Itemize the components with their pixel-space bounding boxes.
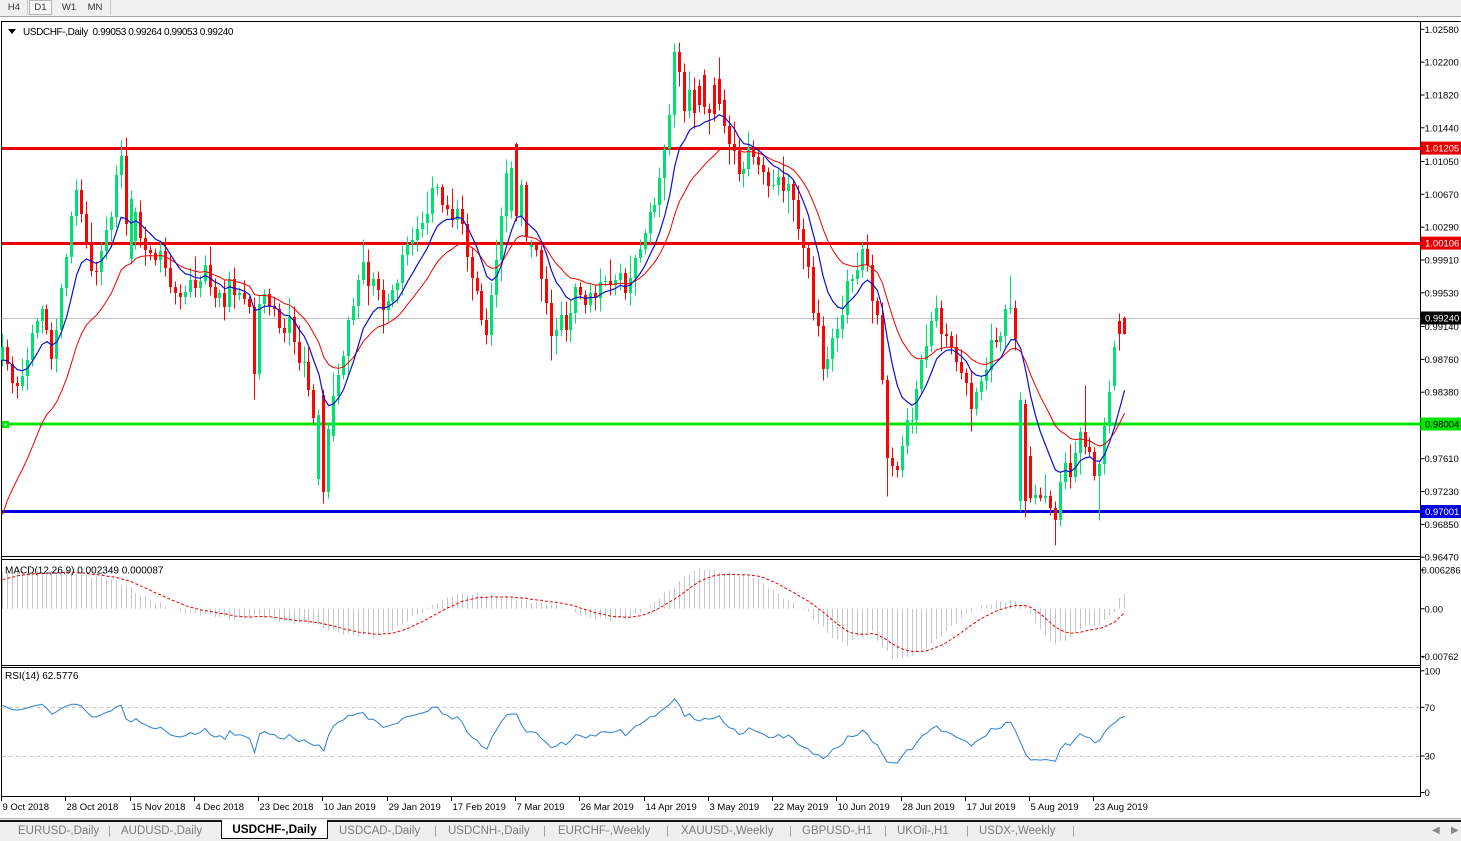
- svg-text:17 Jul 2019: 17 Jul 2019: [967, 802, 1016, 813]
- svg-text:0: 0: [1425, 788, 1430, 799]
- svg-text:22 May 2019: 22 May 2019: [774, 802, 829, 813]
- svg-text:1.00106: 1.00106: [1425, 239, 1459, 250]
- svg-text:1.01050: 1.01050: [1425, 157, 1459, 168]
- svg-text:7 Mar 2019: 7 Mar 2019: [517, 802, 565, 813]
- svg-text:3 May 2019: 3 May 2019: [710, 802, 760, 813]
- svg-text:26 Mar 2019: 26 Mar 2019: [581, 802, 634, 813]
- svg-text:29 Jan 2019: 29 Jan 2019: [389, 802, 441, 813]
- svg-text:1.00670: 1.00670: [1425, 190, 1459, 201]
- svg-text:0.98380: 0.98380: [1425, 388, 1459, 399]
- svg-text:USDCHF-,Daily 0.99053 0.99264: USDCHF-,Daily 0.99053 0.99264 0.99053 0.…: [23, 27, 234, 38]
- svg-text:23 Aug 2019: 23 Aug 2019: [1095, 802, 1148, 813]
- svg-text:0.006286: 0.006286: [1422, 565, 1461, 576]
- svg-text:100: 100: [1425, 666, 1441, 677]
- svg-text:1.01205: 1.01205: [1425, 144, 1459, 155]
- svg-text:0.96470: 0.96470: [1425, 553, 1459, 564]
- svg-text:28 Jun 2019: 28 Jun 2019: [903, 802, 955, 813]
- svg-text:0.97610: 0.97610: [1425, 454, 1459, 465]
- svg-text:1.02200: 1.02200: [1425, 58, 1459, 69]
- svg-text:14 Apr 2019: 14 Apr 2019: [646, 802, 697, 813]
- svg-text:10 Jun 2019: 10 Jun 2019: [838, 802, 890, 813]
- svg-text:4 Dec 2018: 4 Dec 2018: [196, 802, 245, 813]
- svg-text:1.00290: 1.00290: [1425, 223, 1459, 234]
- svg-text:0.00: 0.00: [1425, 604, 1444, 615]
- svg-text:0.99140: 0.99140: [1425, 322, 1459, 333]
- svg-text:0.97001: 0.97001: [1425, 507, 1459, 518]
- svg-text:30: 30: [1425, 752, 1436, 763]
- svg-text:10 Jan 2019: 10 Jan 2019: [324, 802, 376, 813]
- svg-text:15 Nov 2018: 15 Nov 2018: [132, 802, 186, 813]
- svg-text:0.99240: 0.99240: [1425, 314, 1459, 325]
- svg-text:0.99530: 0.99530: [1425, 288, 1459, 299]
- svg-text:RSI(14) 62.5776: RSI(14) 62.5776: [5, 671, 79, 682]
- svg-text:0.97230: 0.97230: [1425, 487, 1459, 498]
- svg-text:5 Aug 2019: 5 Aug 2019: [1031, 802, 1079, 813]
- svg-text:0.98760: 0.98760: [1425, 355, 1459, 366]
- svg-text:17 Feb 2019: 17 Feb 2019: [453, 802, 506, 813]
- svg-text:MACD(12,26,9) 0.002349 0.00008: MACD(12,26,9) 0.002349 0.000087: [5, 566, 164, 577]
- svg-text:1.01820: 1.01820: [1425, 91, 1459, 102]
- svg-text:1.01440: 1.01440: [1425, 123, 1459, 134]
- svg-text:0.98004: 0.98004: [1425, 420, 1459, 431]
- svg-text:28 Oct 2018: 28 Oct 2018: [67, 802, 119, 813]
- svg-text:-0.00762: -0.00762: [1422, 651, 1459, 662]
- svg-text:0.99910: 0.99910: [1425, 256, 1459, 267]
- svg-text:9 Oct 2018: 9 Oct 2018: [3, 802, 49, 813]
- svg-text:0.96850: 0.96850: [1425, 520, 1459, 531]
- svg-text:1.02580: 1.02580: [1425, 25, 1459, 36]
- svg-text:70: 70: [1425, 703, 1436, 714]
- svg-text:23 Dec 2018: 23 Dec 2018: [260, 802, 314, 813]
